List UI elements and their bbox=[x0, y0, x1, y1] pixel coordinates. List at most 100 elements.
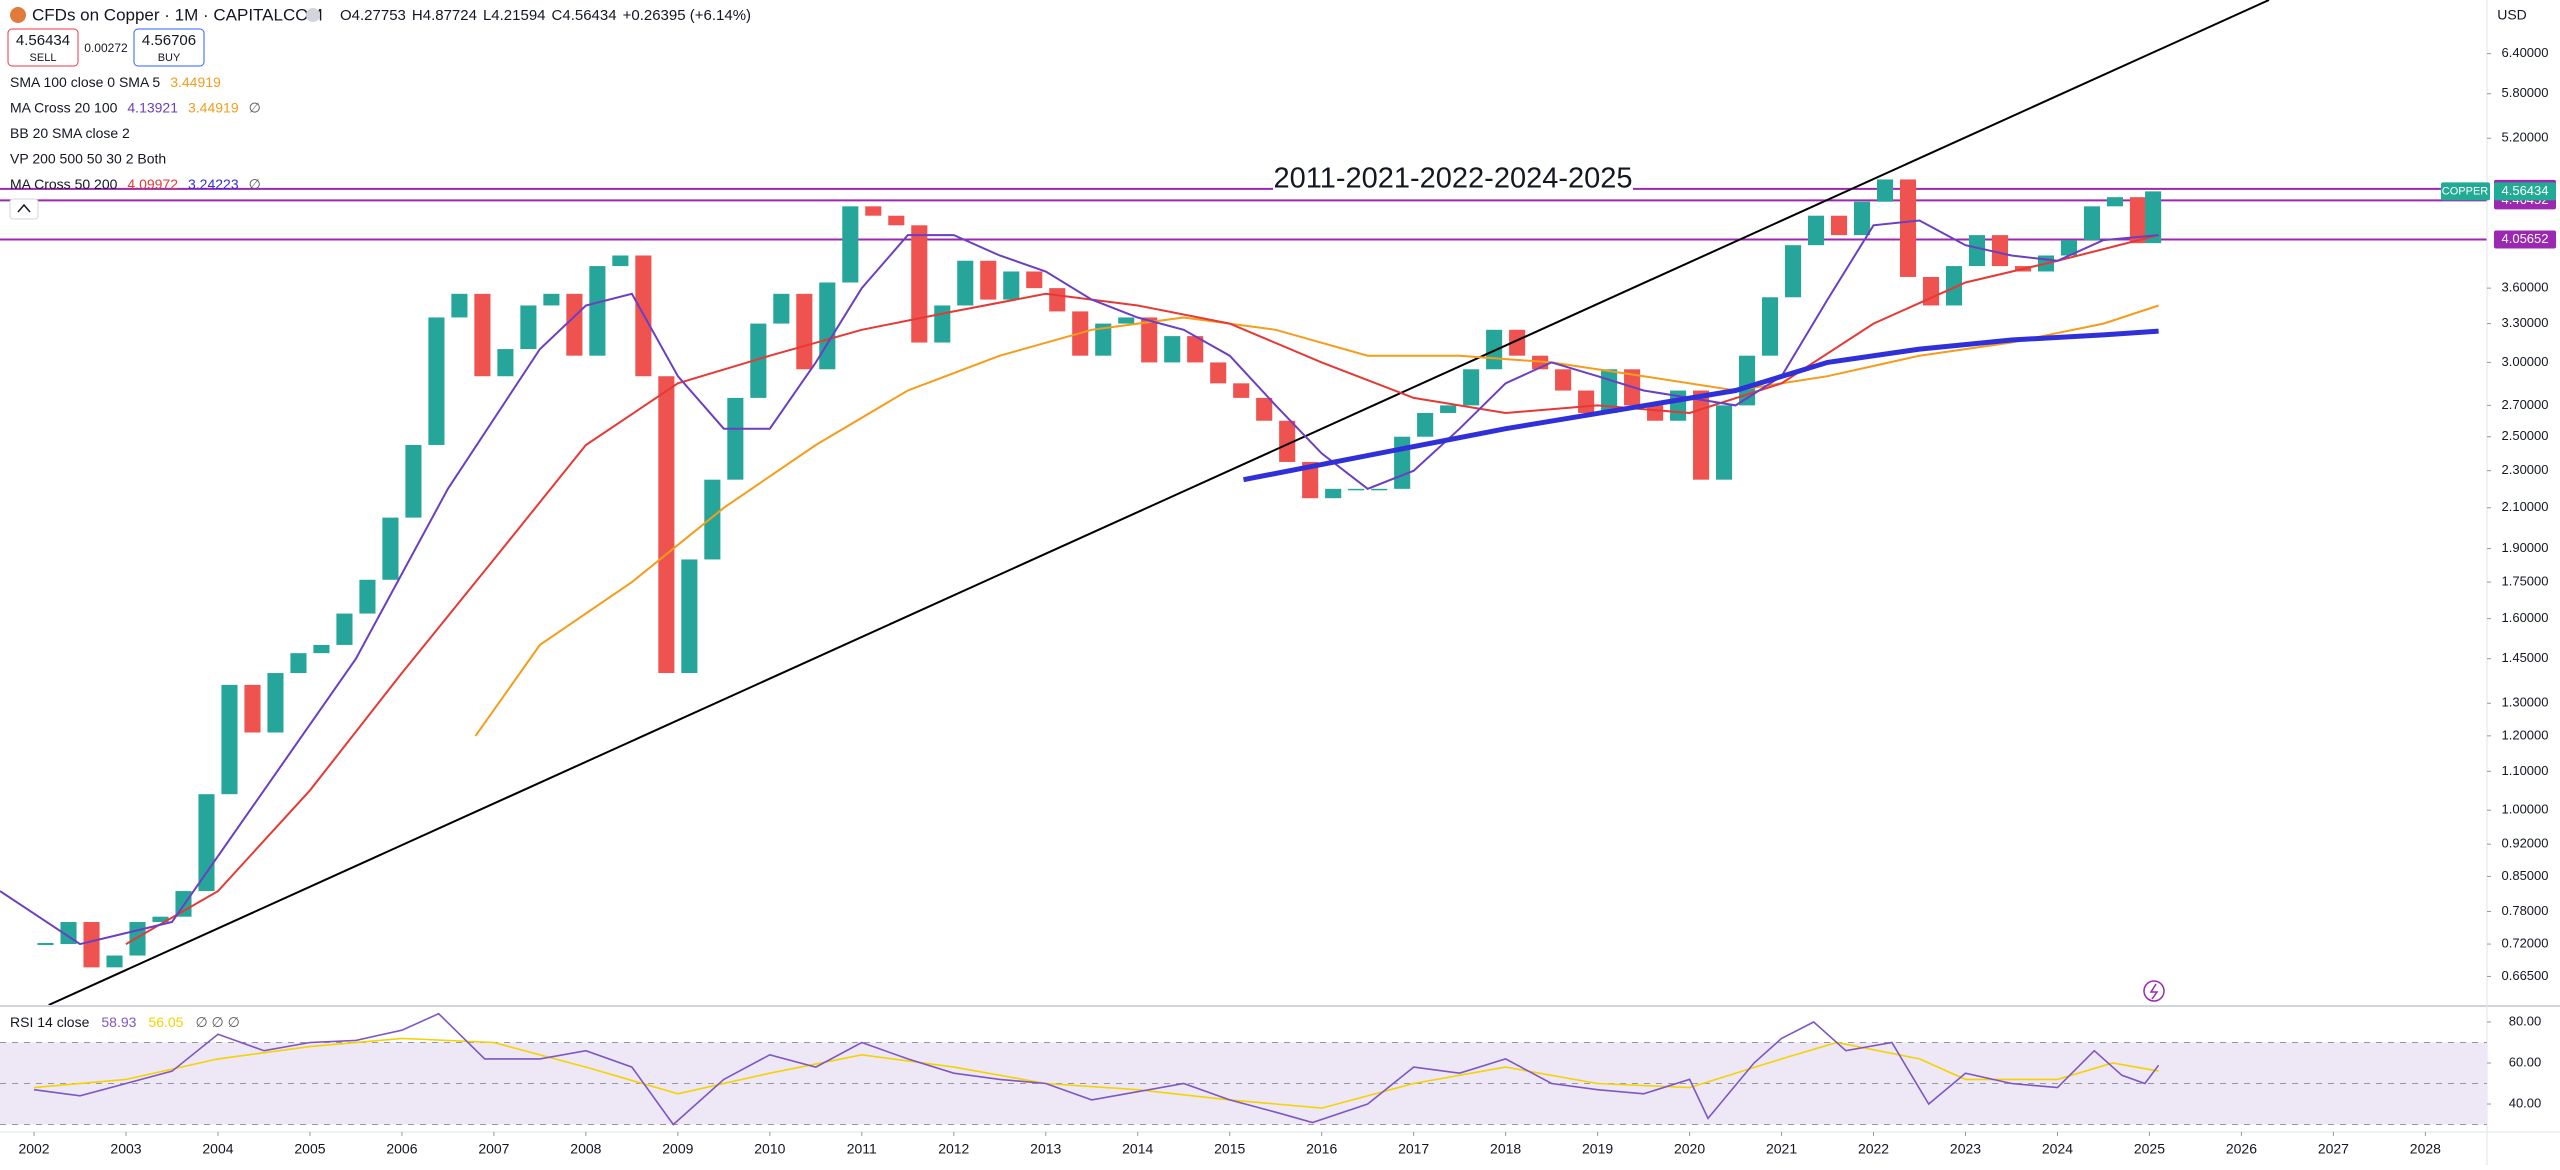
x-tick-label: 2011 bbox=[847, 1141, 877, 1157]
candle bbox=[1509, 329, 1526, 356]
candle bbox=[1693, 390, 1710, 480]
collapse-button[interactable] bbox=[9, 198, 39, 220]
x-tick-label: 2010 bbox=[754, 1141, 785, 1157]
candle bbox=[566, 293, 583, 356]
candle bbox=[1302, 461, 1319, 499]
candle bbox=[842, 206, 859, 283]
y-tick-label: 1.45000 bbox=[2502, 650, 2549, 665]
rsi-legend-value: ∅ ∅ ∅ bbox=[195, 1014, 239, 1030]
x-tick-label: 2019 bbox=[1582, 1141, 1613, 1157]
candle bbox=[520, 305, 537, 350]
candle bbox=[980, 260, 997, 300]
x-tick-label: 2017 bbox=[1398, 1141, 1429, 1157]
x-tick-label: 2015 bbox=[1214, 1141, 1245, 1157]
sell-button[interactable] bbox=[7, 28, 79, 67]
candle bbox=[2129, 197, 2147, 244]
x-tick-label: 2024 bbox=[2042, 1141, 2073, 1157]
overlay-line bbox=[0, 219, 2159, 946]
candle bbox=[1876, 179, 1894, 202]
ohlc: O4.27753 H4.87724 L4.21594 C4.56434 +0.26395… bbox=[340, 7, 751, 24]
candle bbox=[1440, 405, 1457, 413]
candle bbox=[1830, 215, 1848, 236]
x-tick-label: 2025 bbox=[2134, 1141, 2165, 1157]
candle bbox=[1095, 323, 1112, 356]
candle bbox=[106, 955, 123, 968]
rsi-tick-label: 60.00 bbox=[2509, 1054, 2542, 1069]
level-axis-box bbox=[2494, 230, 2556, 249]
y-tick-label: 0.78000 bbox=[2502, 903, 2549, 918]
indicator-value: 3.44919 bbox=[170, 74, 221, 90]
x-tick-label: 2028 bbox=[2410, 1141, 2441, 1157]
y-tick-label: 0.85000 bbox=[2502, 868, 2549, 883]
x-tick-label: 2009 bbox=[662, 1141, 693, 1157]
indicator-legend: MA Cross 50 200 4.09972 3.24223 ∅ bbox=[10, 176, 261, 192]
legend-layer: CFDs on Copper · 1M · CAPITALCOM O4.2775… bbox=[7, 5, 2527, 1002]
indicator-value: 3.24223 bbox=[188, 176, 239, 192]
candle bbox=[2083, 206, 2101, 241]
y-tick-label: 3.60000 bbox=[2502, 280, 2549, 295]
last-price-label: 4.56434 bbox=[2502, 183, 2549, 198]
collapse-icon bbox=[17, 203, 31, 213]
y-tick-label: 1.10000 bbox=[2502, 763, 2549, 778]
indicator-value: 4.13921 bbox=[127, 99, 178, 115]
candle bbox=[773, 293, 790, 324]
candle bbox=[1968, 235, 1986, 267]
open: O4.27753 bbox=[340, 7, 406, 24]
candle bbox=[543, 293, 560, 306]
indicator-name: BB 20 SMA close 2 bbox=[10, 125, 130, 141]
candle bbox=[1279, 420, 1296, 462]
candle bbox=[1578, 390, 1595, 413]
candle bbox=[1853, 201, 1871, 236]
candle bbox=[1922, 276, 1940, 306]
y-tick-label: 6.40000 bbox=[2502, 45, 2549, 60]
y-tick-label: 5.20000 bbox=[2502, 130, 2549, 145]
x-tick-label: 2022 bbox=[1858, 1141, 1889, 1157]
rsi-title: RSI 14 close bbox=[10, 1014, 90, 1030]
y-tick-label: 2.70000 bbox=[2502, 397, 2549, 412]
candle bbox=[428, 317, 445, 445]
y-tick-label: 2.30000 bbox=[2502, 462, 2549, 477]
x-tick-label: 2013 bbox=[1030, 1141, 1061, 1157]
indicator-legend: VP 200 500 50 30 2 Both bbox=[10, 150, 166, 166]
candle bbox=[1486, 329, 1503, 370]
buy-button[interactable] bbox=[133, 28, 205, 67]
candle bbox=[957, 260, 974, 306]
candle bbox=[865, 206, 882, 216]
candle bbox=[1807, 215, 1825, 246]
candle bbox=[221, 684, 238, 795]
candle bbox=[1991, 235, 2009, 267]
candle bbox=[1785, 245, 1802, 298]
x-tick-label: 2021 bbox=[1766, 1141, 1797, 1157]
y-tick-label: 1.90000 bbox=[2502, 540, 2549, 555]
candle bbox=[1647, 405, 1664, 421]
overlay-line bbox=[474, 304, 2159, 737]
candle bbox=[1187, 336, 1204, 363]
y-tick-label: 1.30000 bbox=[2502, 695, 2549, 710]
indicator-legend: SMA 100 close 0 SMA 5 3.44919 bbox=[10, 74, 221, 90]
candle bbox=[1945, 266, 1963, 306]
alert-icon[interactable] bbox=[2143, 980, 2165, 1002]
candle bbox=[704, 479, 721, 560]
candle bbox=[336, 613, 353, 645]
candle bbox=[1256, 397, 1273, 421]
candle bbox=[313, 644, 330, 654]
candle bbox=[1164, 336, 1181, 363]
low: L4.21594 bbox=[483, 7, 546, 24]
candle bbox=[934, 305, 951, 343]
y-tick-label: 1.00000 bbox=[2502, 802, 2549, 817]
candle bbox=[1899, 179, 1917, 277]
candle bbox=[1348, 488, 1365, 491]
y-tick-label: 0.72000 bbox=[2502, 935, 2549, 950]
candle bbox=[1118, 317, 1135, 324]
rsi-legend: RSI 14 close 58.93 56.05 ∅ ∅ ∅ bbox=[10, 1014, 240, 1030]
buy-price: 4.56706 bbox=[142, 32, 196, 49]
indicator-value: 3.44919 bbox=[188, 99, 239, 115]
x-tick-label: 2020 bbox=[1674, 1141, 1705, 1157]
indicator-legend: BB 20 SMA close 2 bbox=[10, 125, 130, 141]
status-icon bbox=[306, 8, 320, 22]
candle bbox=[1325, 488, 1342, 499]
candle bbox=[198, 794, 215, 892]
symbol-icon bbox=[10, 7, 26, 23]
candle bbox=[681, 559, 698, 674]
indicator-name: MA Cross 20 100 bbox=[10, 99, 118, 115]
